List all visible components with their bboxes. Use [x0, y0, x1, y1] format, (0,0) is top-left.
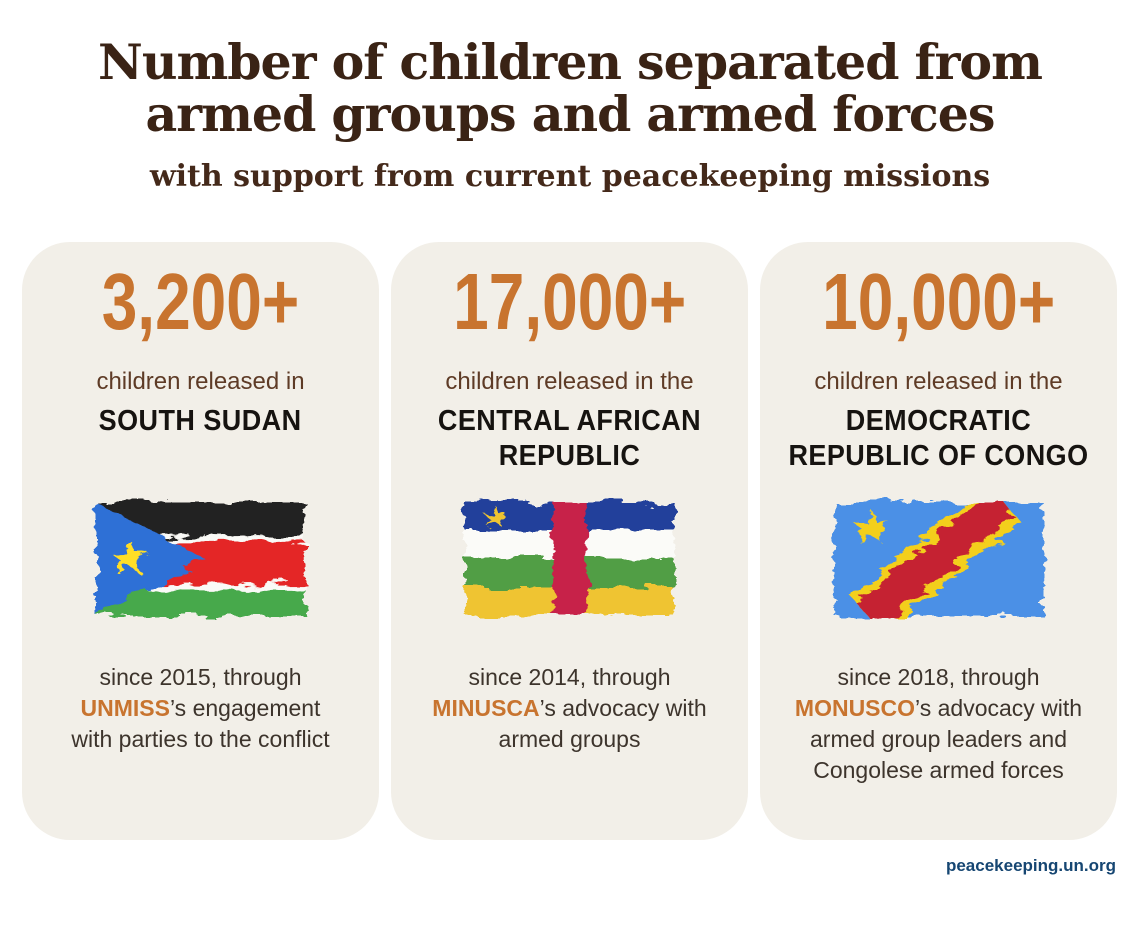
- stat-card-democratic-republic-of-congo: 10,000+ children released in the DEMOCRA…: [760, 242, 1117, 840]
- south-sudan-flag-icon: [36, 490, 365, 628]
- stat-card-central-african-republic: 17,000+ children released in the CENTRAL…: [391, 242, 748, 840]
- footer-link[interactable]: peacekeeping.un.org: [945, 856, 1116, 875]
- country-name: DEMOCRATIC REPUBLIC OF CONGO: [788, 405, 1089, 472]
- released-label: children released in the: [814, 368, 1063, 395]
- count-value: 3,200+: [101, 257, 300, 346]
- since-text: since 2018, through MONUSCO’s advocacy w…: [778, 662, 1100, 786]
- released-label: children released in the: [445, 368, 694, 395]
- page-title-line1: Number of children separated from: [98, 33, 1043, 91]
- header: Number of children separated from armed …: [0, 0, 1140, 194]
- released-label: children released in: [96, 368, 305, 395]
- page-title-line2: armed groups and armed forces: [145, 85, 996, 143]
- since-text: since 2014, through MINUSCA’s advocacy w…: [420, 662, 720, 755]
- central-african-republic-flag-icon: [405, 490, 734, 628]
- mission-name: MINUSCA: [432, 695, 540, 721]
- stat-cards-row: 3,200+ children released in SOUTH SUDAN: [22, 242, 1118, 840]
- count-value: 17,000+: [452, 257, 687, 346]
- mission-name: MONUSCO: [794, 695, 916, 721]
- mission-line: MONUSCO’s advocacy with: [794, 695, 1083, 721]
- count-value: 10,000+: [821, 257, 1056, 346]
- mission-name: UNMISS: [80, 695, 170, 721]
- page-subtitle: with support from current peacekeeping m…: [149, 159, 991, 194]
- stat-card-south-sudan: 3,200+ children released in SOUTH SUDAN: [22, 242, 379, 840]
- page-title: Number of children separated from armed …: [0, 36, 1140, 140]
- mission-line: MINUSCA’s advocacy with: [432, 695, 707, 721]
- country-name: CENTRAL AFRICAN REPUBLIC: [437, 405, 702, 472]
- mission-line: UNMISS’s engagement: [80, 695, 321, 721]
- footer: peacekeeping.un.org: [0, 856, 1140, 876]
- country-name: SOUTH SUDAN: [99, 405, 302, 437]
- since-text: since 2015, through UNMISS’s engagement …: [58, 662, 343, 755]
- democratic-republic-of-congo-flag-icon: [774, 490, 1103, 628]
